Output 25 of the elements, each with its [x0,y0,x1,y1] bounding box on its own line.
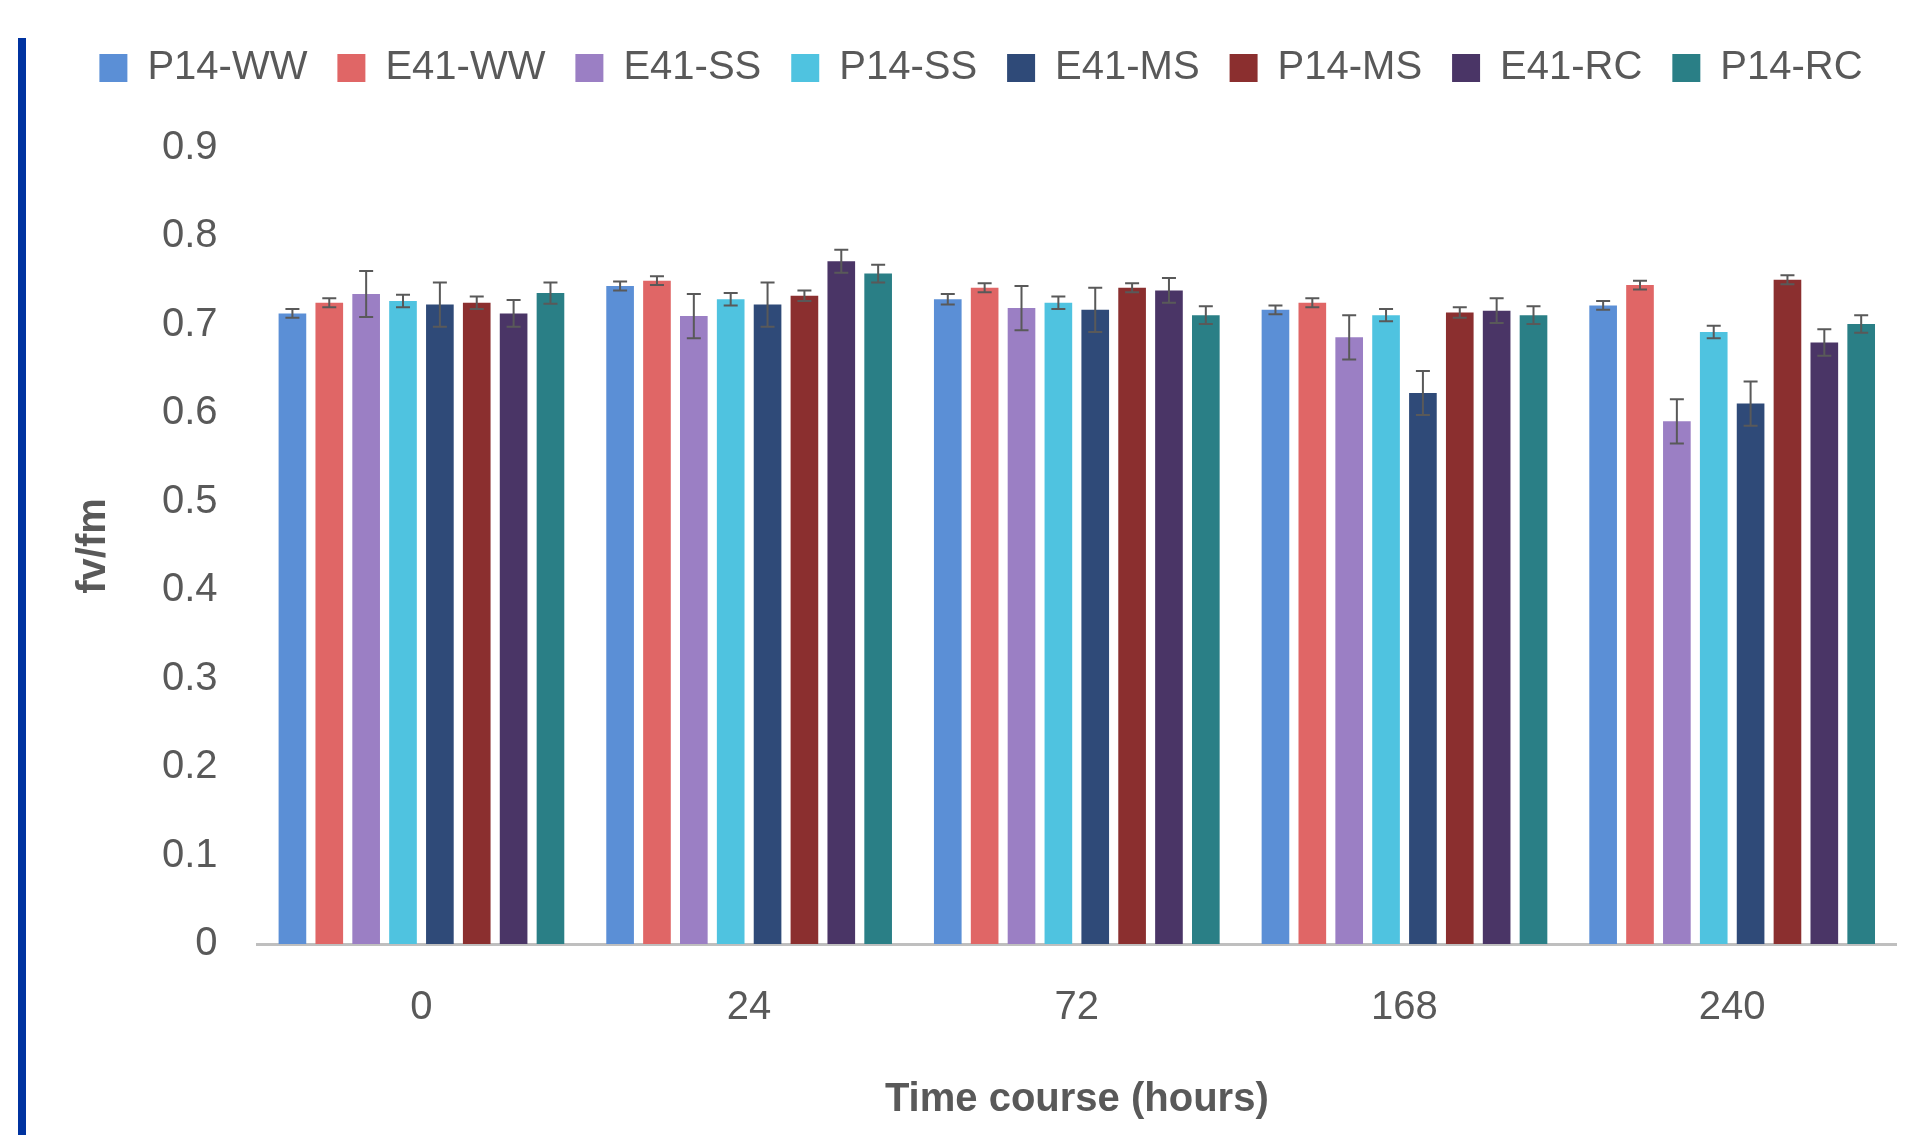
y-tick-label: 0.7 [162,299,218,344]
x-tick-label: 24 [726,983,772,1028]
x-axis-title: Time course (hours) [884,1075,1269,1120]
y-tick-label: 0.3 [162,653,218,698]
legend-label: P14-RC [1720,43,1863,88]
x-tick-label: 0 [410,983,433,1028]
y-tick-label: 0.2 [162,742,218,787]
legend-label: P14-SS [839,43,978,88]
y-tick-label: 0 [195,919,218,964]
legend-label: E41-SS [623,43,762,88]
x-tick-label: 168 [1371,983,1438,1028]
legend-label: E41-RC [1500,43,1643,88]
y-tick-label: 0.6 [162,388,218,433]
legend-label: P14-WW [147,43,308,88]
legend-label: P14-MS [1277,43,1423,88]
y-tick-label: 0.4 [162,565,218,610]
y-tick-label: 0.8 [162,211,218,256]
legend-label: E41-MS [1055,43,1200,88]
y-tick-label: 0.1 [162,830,218,875]
x-tick-label: 72 [1054,983,1100,1028]
y-tick-label: 0.9 [162,123,218,168]
y-axis-title: fv/fm [69,498,114,594]
x-tick-label: 240 [1698,983,1766,1028]
y-tick-label: 0.5 [162,476,218,521]
legend-label: E41-WW [385,43,546,88]
